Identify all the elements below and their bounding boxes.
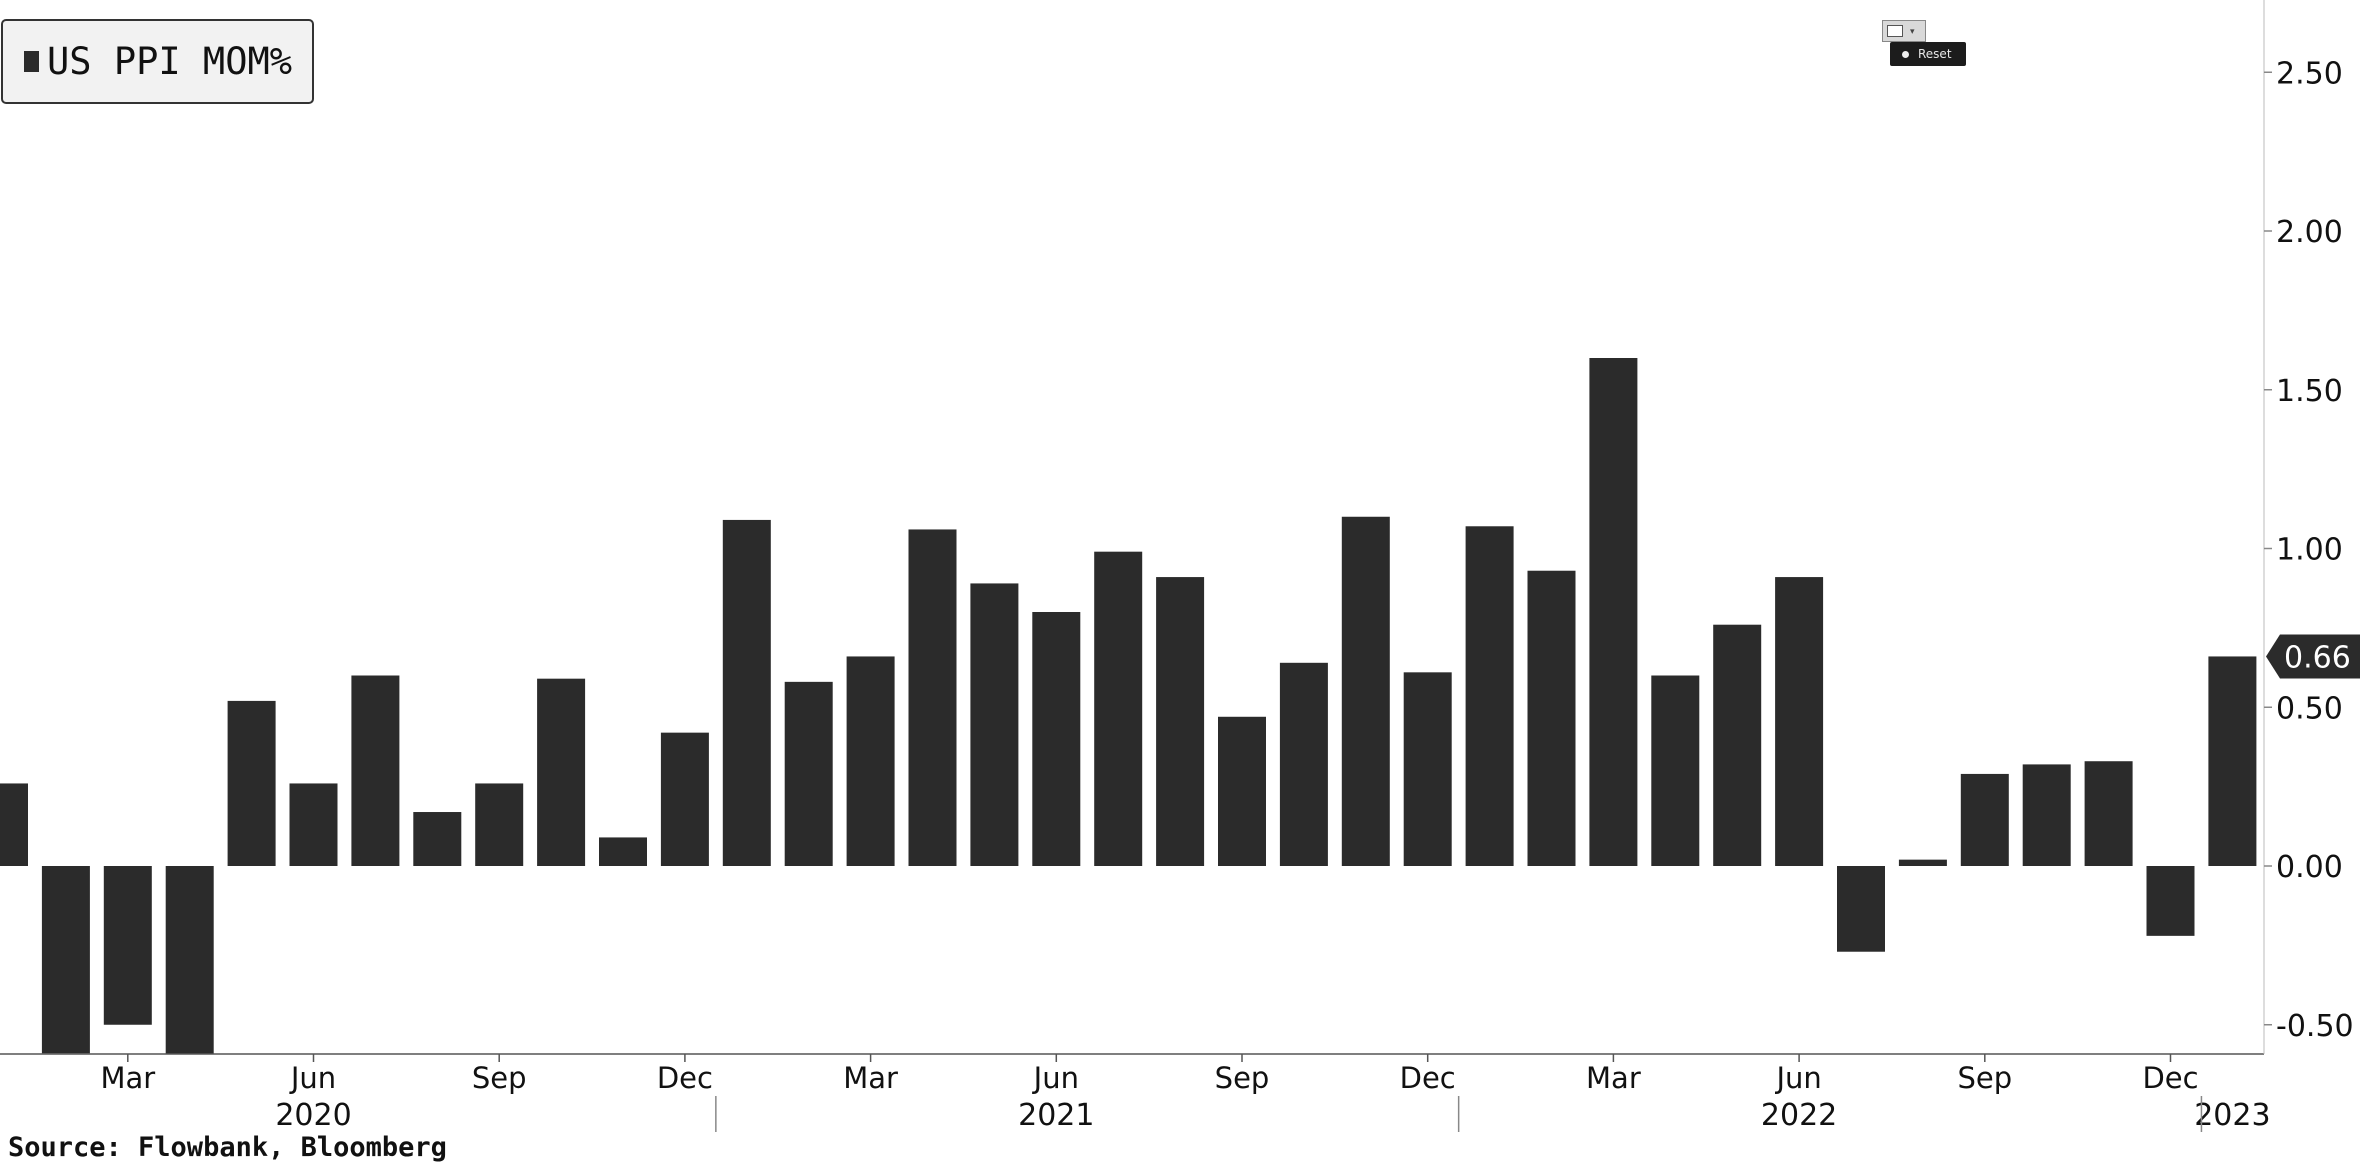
bar-series <box>0 358 2257 1054</box>
y-tick-label: 0.00 <box>2276 850 2343 885</box>
x-year-label: 2022 <box>1761 1098 1837 1133</box>
bar <box>2146 866 2195 936</box>
chart-icon <box>1887 25 1903 37</box>
bar <box>970 583 1019 866</box>
bar <box>908 529 957 866</box>
y-tick-label: 1.50 <box>2276 374 2343 409</box>
x-tick-label: Jun <box>289 1061 336 1095</box>
bar <box>165 866 214 1054</box>
last-value-label: 0.66 <box>2284 640 2351 675</box>
bar <box>1403 672 1452 866</box>
reset-icon <box>1902 50 1909 58</box>
bar <box>475 783 524 866</box>
bar <box>2022 764 2071 866</box>
bar <box>351 675 400 866</box>
bar <box>784 681 833 866</box>
bar <box>1279 662 1328 866</box>
x-tick-label: Sep <box>1957 1061 2012 1095</box>
legend-swatch <box>24 51 39 72</box>
bar <box>103 866 152 1025</box>
last-value-marker: 0.66 <box>2266 634 2360 679</box>
x-year-label: 2021 <box>1018 1098 1094 1133</box>
bar <box>0 783 28 866</box>
bar <box>1713 624 1762 866</box>
bar <box>1775 577 1824 866</box>
dropdown-caret-icon: ▾ <box>1910 27 1915 37</box>
x-tick-label: Mar <box>1586 1061 1641 1095</box>
bar <box>2084 761 2133 866</box>
legend-label: US PPI MOM% <box>47 40 293 83</box>
x-tick-label: Sep <box>472 1061 527 1095</box>
bar <box>1032 612 1081 866</box>
legend: US PPI MOM% <box>1 19 314 104</box>
x-tick-label: Dec <box>1400 1061 1456 1095</box>
chart-type-button[interactable]: ▾ <box>1882 20 1926 42</box>
x-year-label: 2023 <box>2194 1098 2270 1133</box>
y-tick-label: 0.50 <box>2276 691 2343 726</box>
bar <box>2208 656 2257 866</box>
reset-button[interactable]: Reset <box>1890 42 1966 66</box>
x-tick-label: Jun <box>1032 1061 1079 1095</box>
bar <box>722 519 771 866</box>
bar <box>1837 866 1885 952</box>
last-value-badge <box>2266 634 2360 679</box>
bar <box>1527 570 1576 866</box>
reset-label: Reset <box>1918 47 1952 61</box>
bar <box>1960 773 2009 866</box>
bar <box>1589 358 1638 866</box>
bar <box>599 837 647 866</box>
bar <box>289 783 338 866</box>
bar <box>1156 577 1205 866</box>
axes: 2.50 2.00 1.50 1.00 0.50 0.00 -0.50 Mar Jun Sep De… <box>0 0 2360 1133</box>
bar <box>1218 716 1266 866</box>
y-tick-label: 1.00 <box>2276 533 2343 568</box>
x-tick-label: Dec <box>2142 1061 2198 1095</box>
bar <box>660 732 709 866</box>
x-tick-label: Dec <box>657 1061 713 1095</box>
y-tick-label: -0.50 <box>2276 1009 2354 1044</box>
y-tick-label: 2.00 <box>2276 215 2343 250</box>
x-year-label: 2020 <box>275 1098 351 1133</box>
bar <box>537 678 586 866</box>
bar <box>413 812 462 866</box>
bar <box>41 866 90 1054</box>
x-tick-label: Jun <box>1774 1061 1821 1095</box>
y-tick-label: 2.50 <box>2276 56 2343 91</box>
x-tick-label: Sep <box>1215 1061 1270 1095</box>
source-note: Source: Flowbank, Bloomberg <box>8 1132 447 1163</box>
bar <box>1465 526 1514 866</box>
bar <box>227 700 276 866</box>
bar <box>1651 675 1700 866</box>
x-tick-label: Mar <box>100 1061 155 1095</box>
x-tick-label: Mar <box>843 1061 898 1095</box>
bar <box>1341 516 1390 866</box>
bar <box>1094 551 1143 866</box>
bar <box>846 656 895 866</box>
bar <box>1898 859 1947 866</box>
